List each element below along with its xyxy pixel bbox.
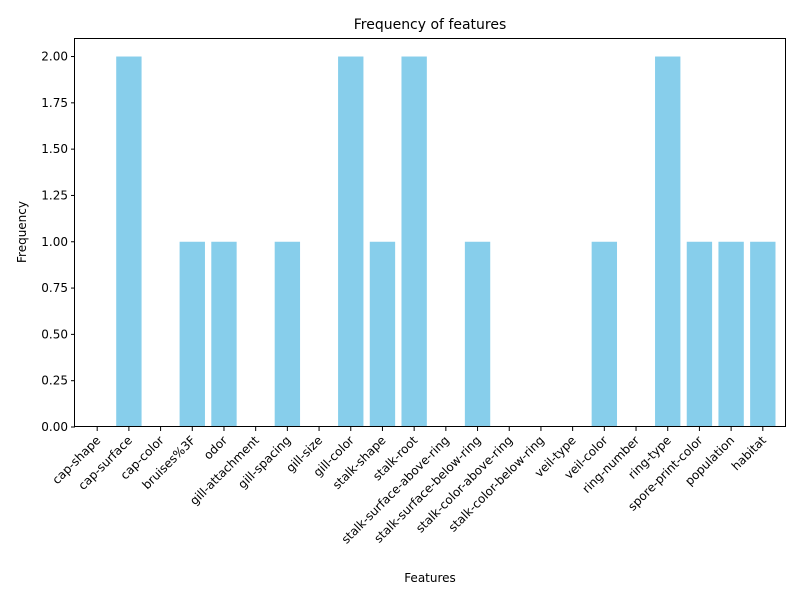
bars-group — [116, 56, 776, 428]
y-tick-label: 1.75 — [41, 96, 68, 110]
y-tick-label: 1.25 — [41, 188, 68, 202]
bar-stalk-root — [401, 56, 427, 428]
bar-bruises%3F — [179, 241, 205, 427]
chart-title: Frequency of features — [354, 17, 507, 33]
y-axis-label: Frequency — [15, 201, 29, 263]
bar-cap-surface — [116, 56, 142, 428]
bar-ring-type — [655, 56, 681, 428]
bar-stalk-shape — [369, 241, 396, 427]
y-tick-label: 2.00 — [41, 50, 68, 64]
bar-stalk-surface-below-ring — [464, 241, 491, 427]
bar-gill-color — [338, 56, 364, 428]
bar-odor — [211, 241, 237, 427]
y-tick-label: 0.50 — [41, 327, 68, 341]
bar-habitat — [750, 241, 776, 427]
bar-veil-color — [591, 241, 618, 427]
x-tick-label: habitat — [729, 433, 769, 473]
y-tick-label: 1.00 — [41, 235, 68, 249]
plot-frame — [74, 38, 786, 427]
bar-gill-spacing — [274, 241, 301, 427]
y-tick-label: 0.00 — [41, 420, 68, 434]
y-tick-label: 0.25 — [41, 374, 68, 388]
y-tick-label: 0.75 — [41, 281, 68, 295]
y-tick-label: 1.50 — [41, 142, 68, 156]
bar-spore-print-color — [686, 241, 713, 427]
x-axis-label: Features — [404, 571, 456, 585]
y-axis: 0.00 0.25 0.50 0.75 1.00 1.25 1.50 1.75 2.00 — [41, 50, 75, 434]
bar-population — [718, 241, 744, 427]
